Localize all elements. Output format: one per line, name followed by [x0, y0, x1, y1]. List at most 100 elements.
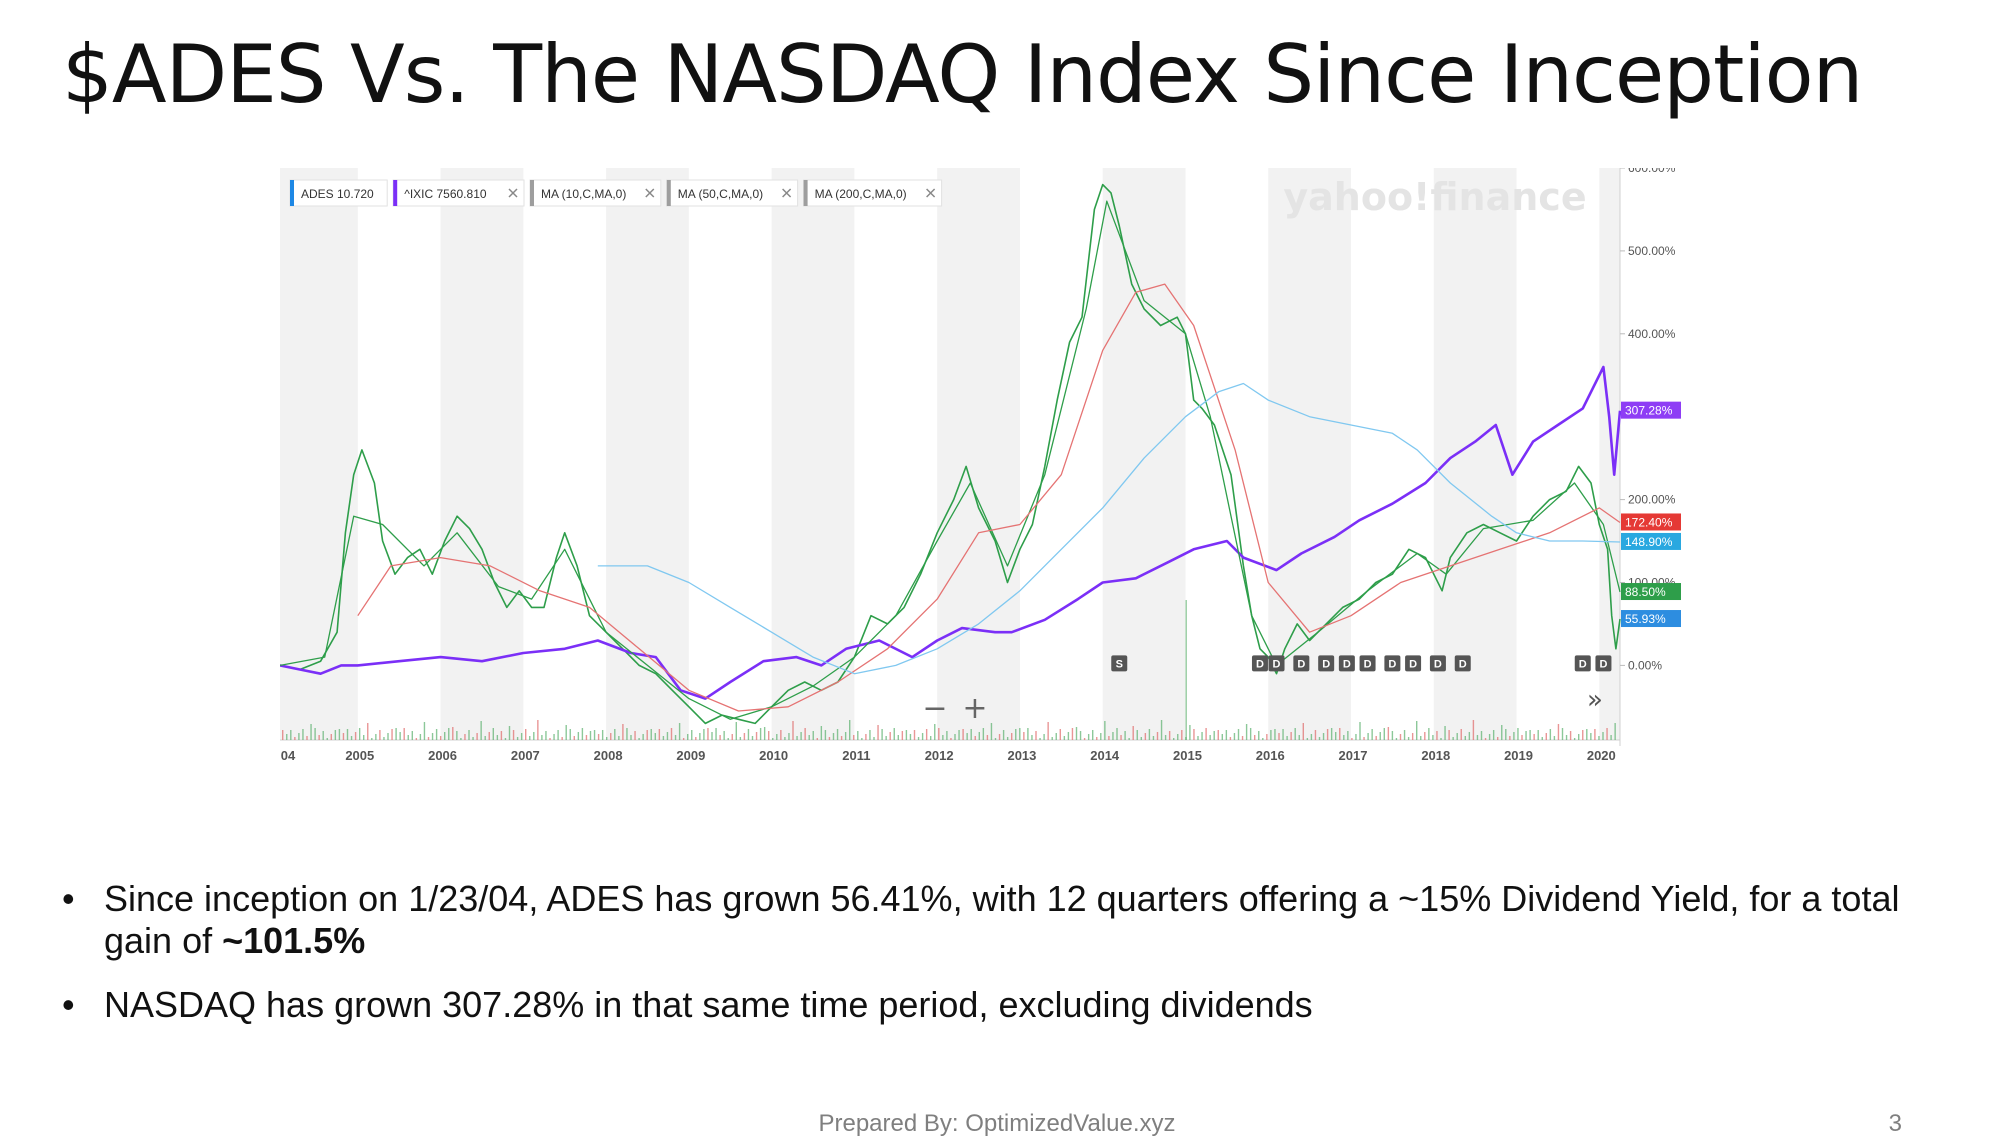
bullet-item-nasdaq: NASDAQ has grown 307.28% in that same ti…: [62, 984, 1922, 1026]
volume-bar: [1492, 730, 1495, 740]
x-tick-label: 2017: [1339, 748, 1368, 763]
dividend-marker[interactable]: [1268, 655, 1285, 672]
dividend-marker[interactable]: [1595, 655, 1612, 672]
volume-bar: [1565, 735, 1568, 740]
dividend-marker[interactable]: [1405, 655, 1422, 672]
y-tick-label: 200.00%: [1628, 493, 1676, 507]
volume-bar: [415, 738, 418, 740]
volume-bar: [885, 736, 887, 740]
x-tick-label: 2015: [1173, 748, 1202, 763]
volume-bar: [1440, 738, 1442, 740]
volume-bar: [1168, 731, 1171, 740]
volume-bar: [480, 721, 482, 740]
value-tag: [1621, 610, 1681, 628]
volume-bar: [687, 734, 689, 740]
dividend-marker-label: D: [1388, 658, 1396, 670]
volume-bar: [1185, 600, 1187, 740]
volume-bar: [472, 737, 474, 740]
volume-bar: [294, 737, 296, 740]
volume-bar: [1087, 734, 1090, 740]
bullet-item-ades: Since inception on 1/23/04, ADES has gro…: [62, 878, 1922, 962]
dividend-marker[interactable]: [1574, 655, 1591, 672]
dividend-marker[interactable]: [1454, 655, 1471, 672]
legend-chip-4[interactable]: MA (200,C,MA,0): [803, 179, 943, 207]
volume-bar: [921, 733, 924, 740]
dividend-marker[interactable]: [1318, 655, 1335, 672]
volume-bar: [634, 731, 636, 740]
page-number: 3: [1888, 1110, 1902, 1137]
volume-bar: [816, 738, 818, 740]
volume-bar: [954, 734, 956, 740]
legend-chip-3[interactable]: MA (50,C,MA,0): [666, 179, 799, 207]
close-icon[interactable]: [645, 188, 655, 198]
volume-bar: [618, 736, 620, 740]
scroll-right-button[interactable]: »: [1587, 685, 1603, 715]
volume-bar: [715, 728, 717, 740]
legend-chip-0[interactable]: ADES 10.720: [289, 179, 388, 207]
volume-bar: [1067, 732, 1070, 740]
dividend-marker-label: D: [1273, 658, 1281, 670]
volume-bar: [1371, 729, 1373, 740]
zoom-out-button[interactable]: −: [922, 691, 947, 726]
volume-bar: [990, 723, 993, 740]
volume-bar: [1488, 734, 1491, 740]
volume-bar: [427, 737, 430, 740]
x-tick-label: 2008: [594, 748, 623, 763]
dividend-marker[interactable]: [1384, 655, 1401, 672]
dividend-marker[interactable]: [1429, 655, 1446, 672]
volume-bar: [334, 730, 337, 740]
volume-bar: [703, 729, 705, 740]
volume-bar: [1164, 735, 1167, 740]
volume-bar: [759, 728, 762, 740]
volume-bar: [383, 737, 385, 740]
volume-bar: [1505, 729, 1507, 740]
close-icon[interactable]: [926, 188, 936, 198]
volume-bar: [1011, 733, 1013, 740]
volume-bar: [407, 735, 409, 740]
volume-bar: [1557, 724, 1560, 740]
volume-bar: [1144, 733, 1147, 740]
volume-bar: [322, 731, 324, 740]
zoom-in-button[interactable]: +: [962, 691, 987, 726]
close-icon[interactable]: [782, 188, 792, 198]
dividend-marker[interactable]: [1359, 655, 1376, 672]
volume-bar: [857, 731, 859, 740]
volume-bar: [1586, 729, 1588, 740]
volume-bar: [893, 728, 895, 740]
volume-bar: [930, 736, 932, 740]
volume-bar: [338, 729, 341, 740]
volume-bar: [1140, 737, 1142, 740]
volume-bar: [1460, 729, 1462, 740]
year-band: [440, 168, 524, 740]
volume-bar: [614, 729, 616, 740]
legend-chip-2[interactable]: MA (10,C,MA,0): [529, 179, 662, 207]
volume-bar: [452, 727, 454, 740]
volume-bar: [1274, 729, 1276, 740]
volume-bar: [796, 736, 798, 740]
dividend-marker[interactable]: [1338, 655, 1355, 672]
dividend-marker[interactable]: [1251, 655, 1268, 672]
dividend-marker[interactable]: [1293, 655, 1310, 672]
volume-bar: [585, 735, 588, 740]
volume-bar: [1148, 729, 1151, 740]
volume-bar: [508, 726, 511, 740]
volume-bar: [1047, 722, 1049, 740]
legend-chip-1[interactable]: ^IXIC 7560.810: [392, 179, 525, 207]
volume-bar: [877, 725, 879, 740]
volume-bar: [1112, 732, 1114, 740]
dividend-marker-label: D: [1459, 658, 1467, 670]
volume-bar: [1302, 723, 1304, 740]
volume-bar: [695, 737, 697, 740]
close-icon[interactable]: [508, 188, 518, 198]
volume-bar: [654, 733, 656, 740]
volume-bar: [431, 733, 434, 740]
volume-bar: [593, 730, 596, 740]
volume-bar: [844, 732, 847, 740]
legend-color-swatch: [666, 180, 671, 206]
x-tick-label: 2018: [1421, 748, 1450, 763]
split-marker[interactable]: [1111, 655, 1128, 672]
volume-bar: [391, 729, 393, 740]
volume-bar: [1306, 738, 1309, 740]
